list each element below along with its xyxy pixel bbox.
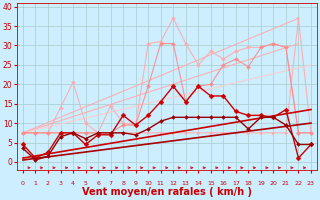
X-axis label: Vent moyen/en rafales ( km/h ): Vent moyen/en rafales ( km/h ) [82,187,252,197]
